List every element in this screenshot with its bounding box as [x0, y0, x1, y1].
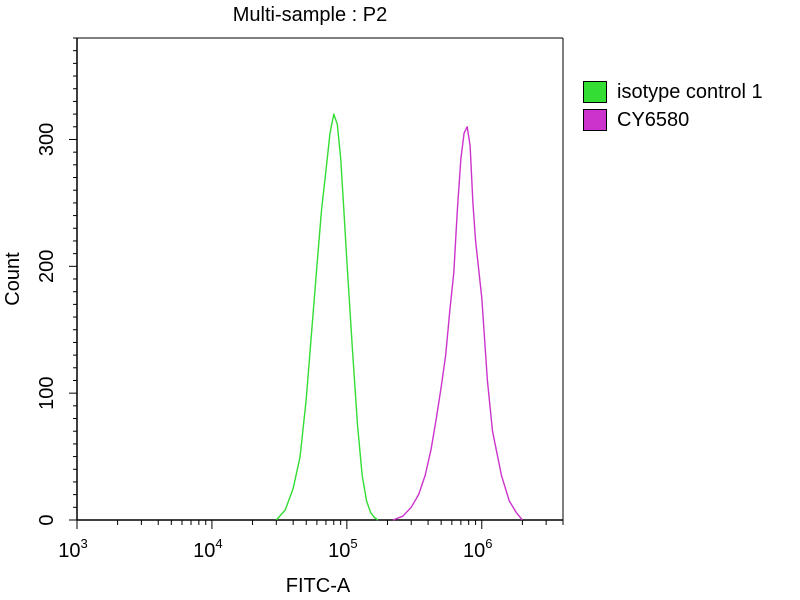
x-tick-label: 104 [193, 536, 222, 562]
y-tick-label: 300 [36, 123, 58, 156]
chart-title: Multi-sample : P2 [233, 4, 388, 26]
x-tick-label: 106 [463, 536, 492, 562]
y-tick-label: 100 [36, 376, 58, 409]
series-layer [275, 113, 523, 521]
x-tick-label: 103 [58, 536, 87, 562]
series-line-0 [275, 113, 379, 521]
y-tick-label: 200 [36, 250, 58, 283]
legend-swatch-cy6580 [583, 109, 607, 131]
x-axis-label: FITC-A [286, 575, 351, 597]
series-line-1 [392, 126, 523, 521]
legend: isotype control 1 CY6580 [583, 78, 763, 134]
legend-item-isotype-control: isotype control 1 [583, 78, 763, 106]
legend-label-isotype-control: isotype control 1 [617, 80, 763, 103]
axis-layer: 103 104 105 106 0 100 200 300 [36, 37, 564, 562]
y-axis-label: Count [2, 252, 24, 306]
legend-label-cy6580: CY6580 [617, 108, 690, 131]
legend-item-cy6580: CY6580 [583, 106, 763, 134]
y-tick-label: 0 [36, 514, 58, 525]
x-tick-label: 105 [328, 536, 357, 562]
plot-frame [77, 37, 564, 520]
legend-swatch-isotype-control [583, 81, 607, 103]
